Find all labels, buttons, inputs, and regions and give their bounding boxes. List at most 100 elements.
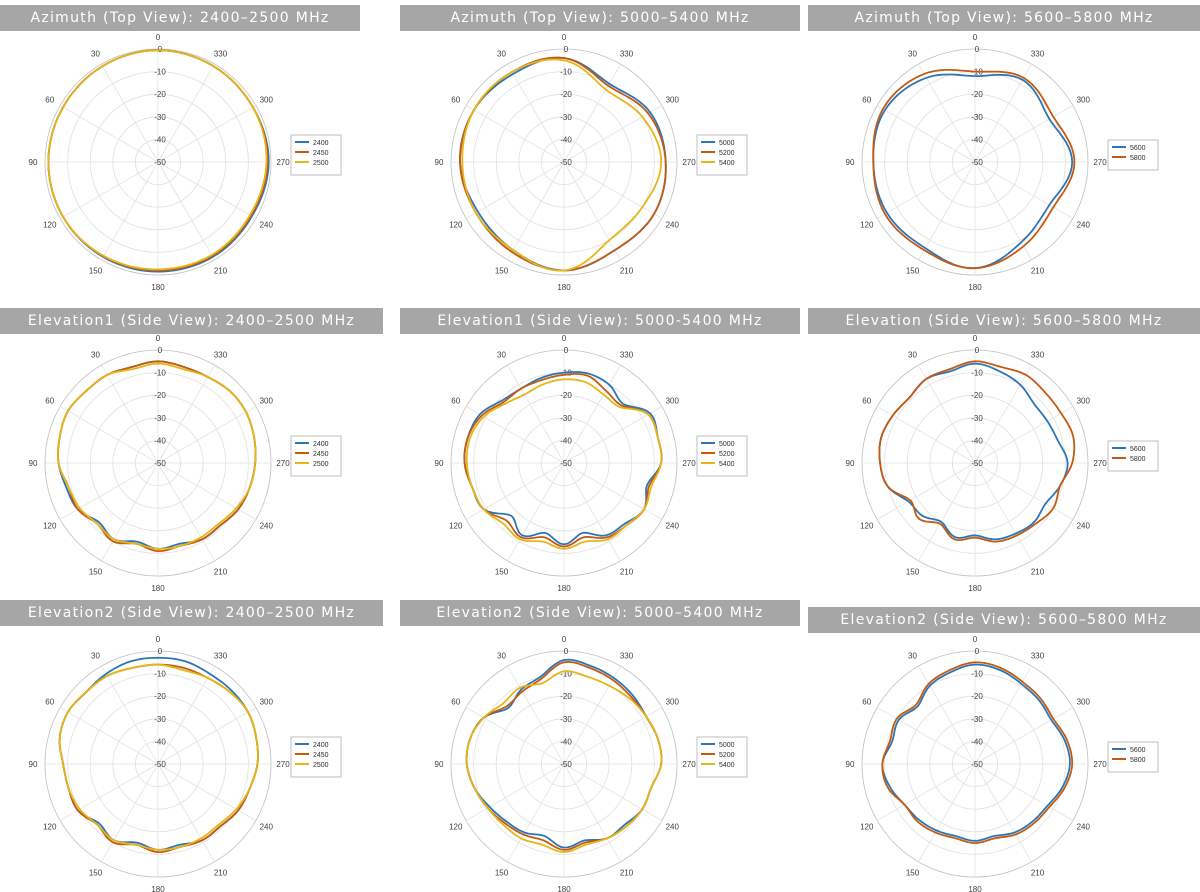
grid-spoke [59,161,159,219]
radial-tick-label: 0 [564,647,569,656]
legend-entry: 5000 [719,441,735,448]
angle-tick-label: 330 [214,652,228,661]
angle-tick-label: 300 [1077,698,1091,707]
angle-tick-label: 180 [968,283,982,292]
grid-spoke [563,161,621,261]
radial-tick-label: -30 [154,113,166,122]
legend-entry: 5800 [1130,155,1146,162]
angle-tick-label: 240 [260,522,274,531]
angle-tick-label: 150 [495,567,509,576]
legend-entry: 5800 [1130,757,1146,764]
polar-grid [861,349,1089,577]
angle-tick-label: 90 [435,158,444,167]
angle-tick-label: 210 [620,567,634,576]
grid-spoke [876,462,976,520]
angle-tick-label: 330 [1031,351,1045,360]
angle-tick-label: 60 [862,698,871,707]
series-line-2500 [58,663,259,851]
angle-tick-label: 0 [156,334,161,343]
series-group [872,69,1076,270]
radial-tick-label: 0 [975,647,980,656]
grid-spoke [507,364,565,464]
angle-tick-label: 180 [968,584,982,593]
angle-tick-label: 150 [89,567,103,576]
angle-tick-label: 150 [495,868,509,877]
angle-tick-label: 90 [29,459,38,468]
angle-tick-label: 120 [43,823,57,832]
legend-entry: 5200 [719,451,735,458]
angle-tick-label: 120 [449,522,463,531]
radial-tick-label: 0 [564,346,569,355]
legend: 2400 2450 2500 [290,134,342,176]
series-line-2500 [47,49,268,271]
angle-tick-label: 270 [276,760,290,769]
grid-spoke [157,462,215,562]
grid-spoke [157,462,257,520]
grid-spoke [974,763,1032,863]
radial-tick-label: 0 [564,45,569,54]
grid-spoke [974,161,1032,261]
angle-tick-label: 60 [45,698,54,707]
series-line-5600 [881,663,1071,842]
chart-title: Elevation2 (Side View): 2400–2500 MHz [0,600,383,626]
grid-spoke [974,105,1074,163]
radial-tick-label: -50 [971,158,983,167]
grid-spoke [101,763,159,863]
angle-tick-label: 90 [435,459,444,468]
legend: 5600 5800 [1107,139,1159,171]
angle-tick-label: 330 [214,50,228,59]
legend: 5600 5800 [1107,440,1159,472]
grid-spoke [563,63,621,163]
angle-tick-label: 30 [908,50,917,59]
polar-grid [44,349,272,577]
radial-tick-label: -40 [971,436,983,445]
angle-tick-label: 120 [43,522,57,531]
series-group [881,661,1074,844]
angle-tick-label: 180 [151,283,165,292]
angle-tick-label: 210 [214,868,228,877]
angle-tick-label: 0 [156,635,161,644]
radial-tick-label: -40 [154,135,166,144]
grid-spoke [465,105,565,163]
angle-tick-label: 270 [1093,158,1107,167]
series-group [878,360,1076,543]
radial-tick-label: -20 [560,90,572,99]
grid-spoke [876,707,976,765]
angle-tick-label: 210 [214,266,228,275]
grid-spoke [507,161,565,261]
legend: 2400 2450 2500 [290,736,342,778]
angle-tick-label: 270 [276,459,290,468]
grid-spoke [974,707,1074,765]
chart-title: Elevation1 (Side View): 2400–2500 MHz [0,308,383,334]
angle-tick-label: 300 [666,397,680,406]
radial-tick-label: -10 [971,369,983,378]
radial-tick-label: -30 [560,715,572,724]
angle-tick-label: 300 [666,96,680,105]
angle-tick-label: 0 [562,33,567,42]
series-line-5000 [463,371,663,546]
angle-tick-label: 210 [214,567,228,576]
angle-tick-label: 120 [860,522,874,531]
radial-tick-label: -10 [154,369,166,378]
radial-tick-label: -20 [154,692,166,701]
legend-box [1107,139,1159,171]
grid-spoke [157,105,257,163]
legend-entry: 2450 [313,752,329,759]
chart-title: Elevation2 (Side View): 5000–5400 MHz [400,600,800,626]
grid-spoke [974,462,1032,562]
legend-entry: 2450 [313,150,329,157]
radial-tick-label: -50 [971,459,983,468]
legend-entry: 5600 [1130,446,1146,453]
radial-tick-label: -40 [560,135,572,144]
angle-tick-label: 330 [620,652,634,661]
radial-tick-label: -20 [154,391,166,400]
legend-entry: 2400 [313,140,329,147]
grid-spoke [974,406,1074,464]
legend-entry: 5600 [1130,145,1146,152]
grid-spoke [507,763,565,863]
legend-entry: 5000 [719,140,735,147]
angle-tick-label: 330 [620,351,634,360]
radial-tick-label: -50 [154,158,166,167]
